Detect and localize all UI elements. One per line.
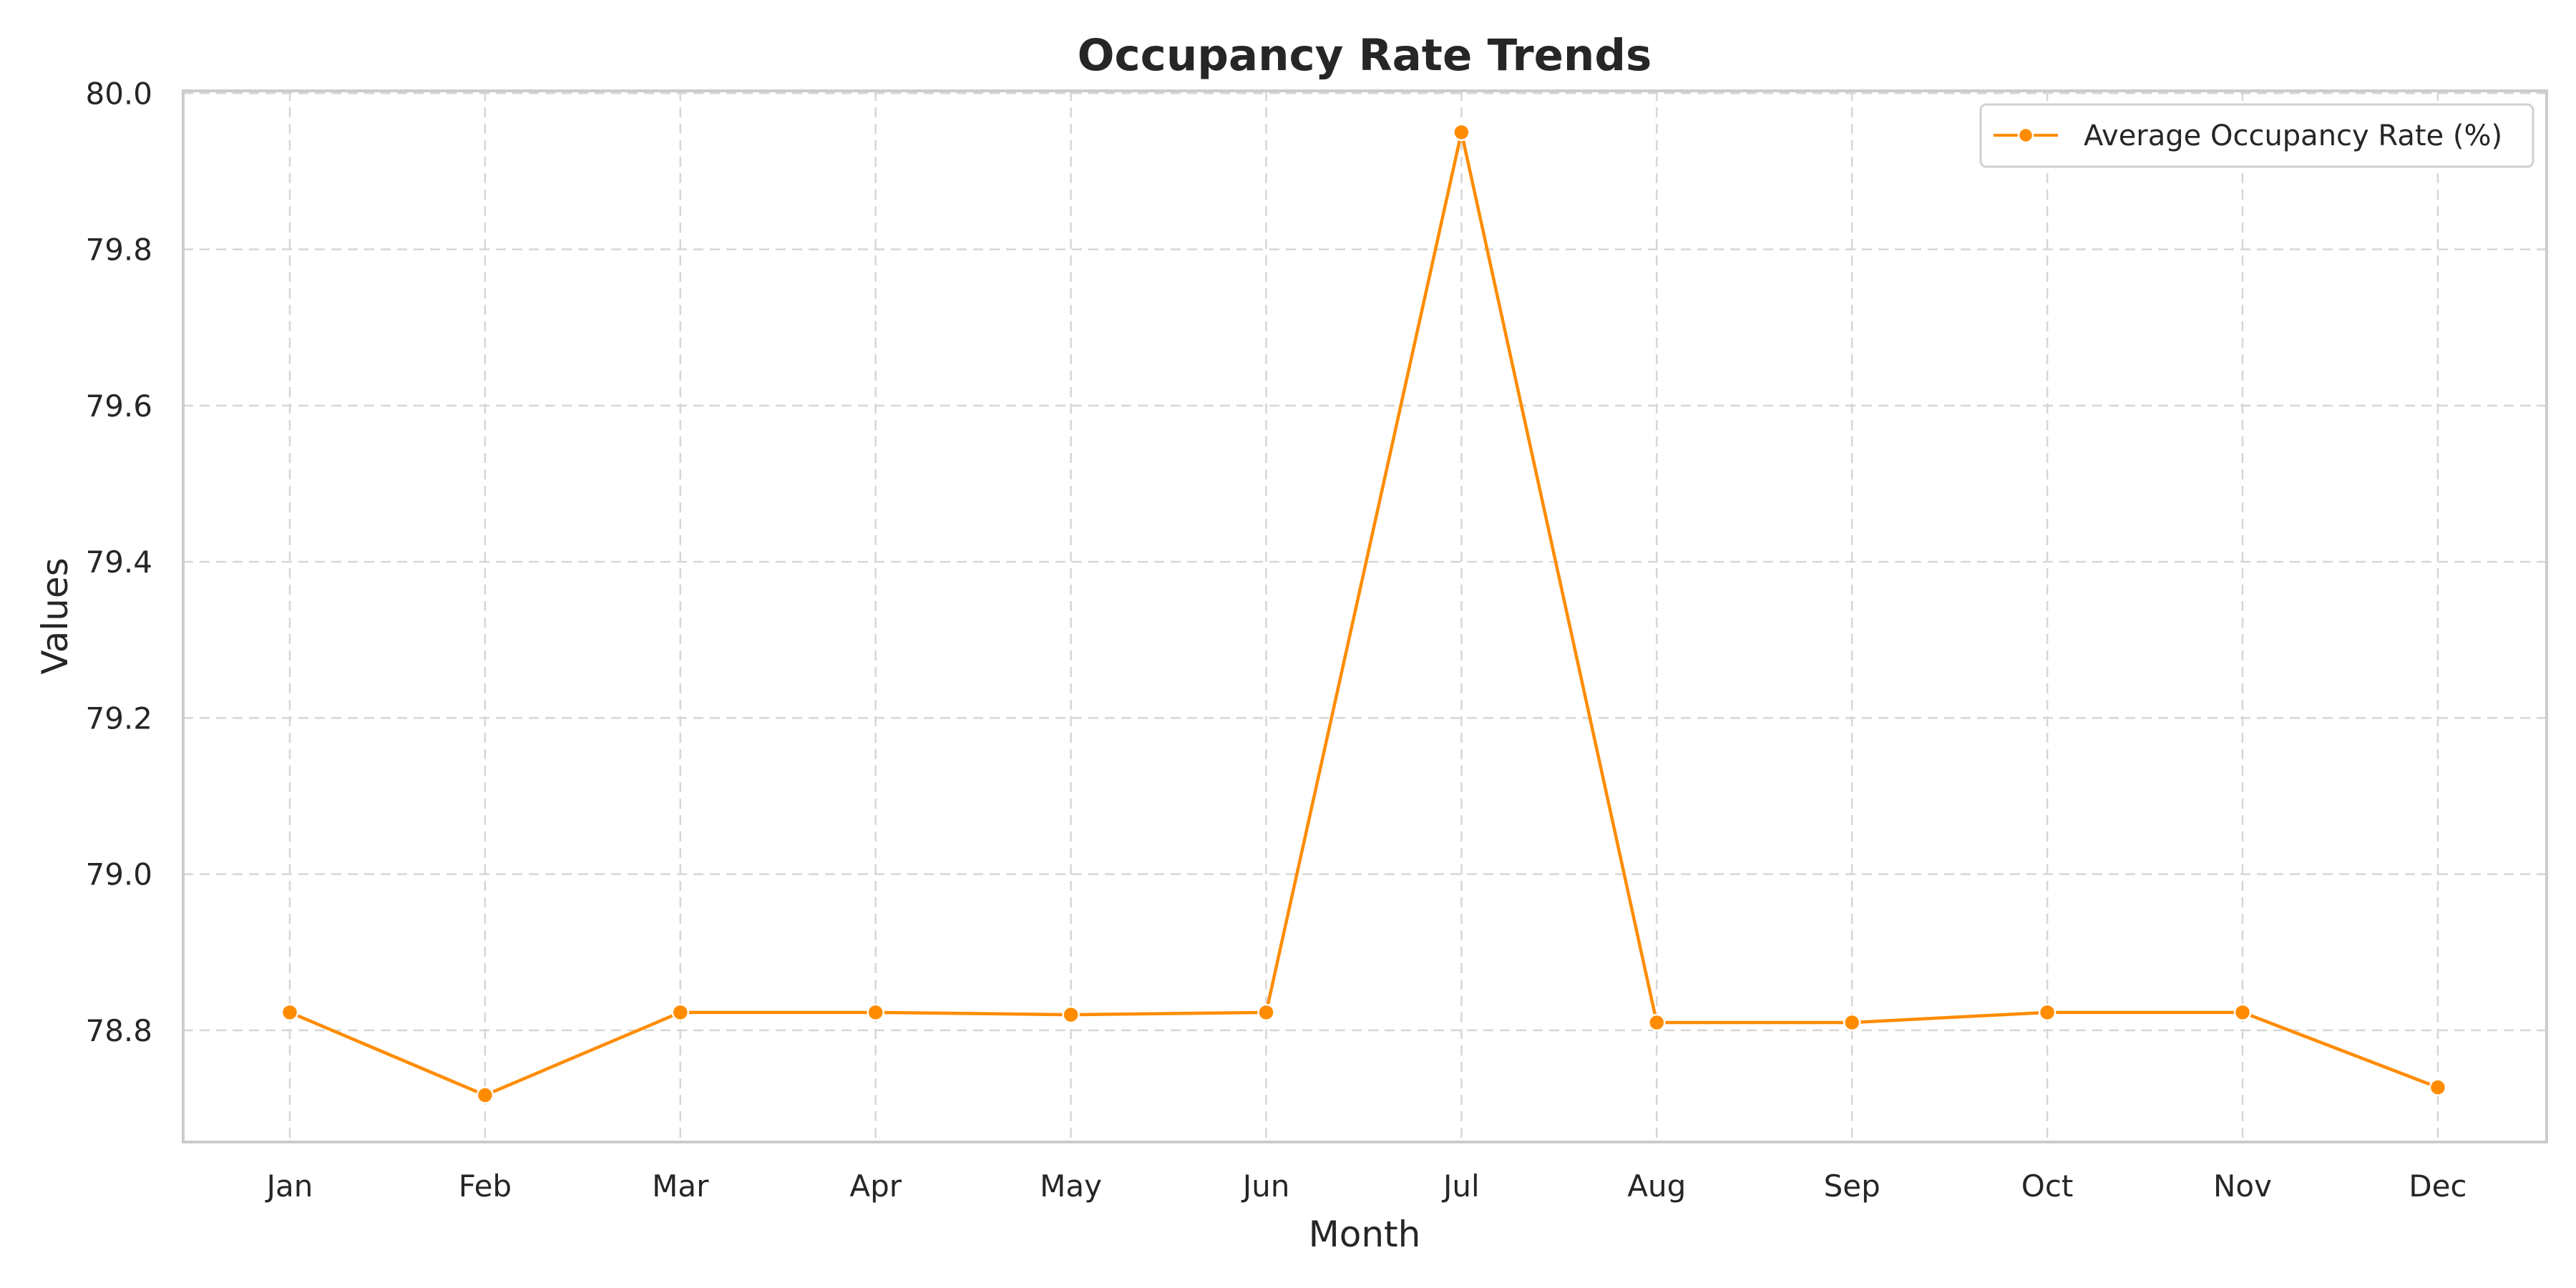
chart-title: Occupancy Rate Trends (1078, 30, 1652, 81)
plot-frame (182, 89, 2548, 1143)
legend-marker-swatch (2017, 127, 2034, 144)
x-tick-label: Oct (2021, 1169, 2074, 1204)
series-layer (280, 123, 2447, 1104)
data-point-jul (1453, 123, 1470, 142)
y-tick-label: 79.8 (85, 233, 152, 268)
legend-label: Average Occupancy Rate (%) (2084, 119, 2502, 152)
data-point-apr (867, 1003, 884, 1022)
data-point-jan (280, 1003, 299, 1022)
series-line (289, 130, 2439, 1097)
legend: Average Occupancy Rate (%) (1979, 103, 2534, 168)
y-tick-labels: 78.8 79.0 79.2 79.4 79.6 79.8 80.0 (85, 76, 152, 1048)
x-tick-label: Dec (2409, 1169, 2467, 1204)
data-point-sep (1843, 1013, 1861, 1032)
x-tick-label: Apr (849, 1169, 902, 1204)
x-tick-labels: Jan Feb Mar Apr May Jun Jul Aug Sep Oct Nov Dec (265, 1169, 2467, 1204)
data-point-jun (1257, 1003, 1275, 1022)
y-tick-label: 79.6 (85, 389, 152, 424)
data-point-may (1062, 1005, 1080, 1024)
x-tick-label: Jun (1241, 1169, 1290, 1204)
y-axis-label: Values (34, 557, 76, 674)
data-point-aug (1648, 1013, 1666, 1032)
legend-box (1979, 103, 2534, 168)
x-tick-label: Jan (265, 1169, 313, 1204)
y-tick-label: 79.2 (85, 701, 152, 736)
y-tick-label: 78.8 (85, 1013, 152, 1048)
x-tick-label: Nov (2213, 1169, 2272, 1204)
x-tick-label: May (1040, 1169, 1102, 1204)
x-axis-label: Month (1309, 1214, 1421, 1255)
data-point-oct (2038, 1003, 2057, 1022)
x-tick-label: Feb (459, 1169, 512, 1204)
data-point-nov (2233, 1003, 2252, 1022)
y-tick-label: 79.4 (85, 545, 152, 580)
data-point-mar (671, 1003, 690, 1022)
x-tick-label: Jul (1441, 1169, 1480, 1204)
x-tick-label: Mar (652, 1169, 709, 1204)
y-tick-label: 79.0 (85, 857, 152, 892)
x-tick-label: Sep (1824, 1169, 1880, 1204)
y-tick-label: 80.0 (85, 76, 152, 111)
grid-lines (183, 91, 2547, 1142)
data-point-dec (2429, 1078, 2447, 1096)
data-point-feb (476, 1086, 494, 1104)
x-tick-label: Aug (1627, 1169, 1686, 1204)
